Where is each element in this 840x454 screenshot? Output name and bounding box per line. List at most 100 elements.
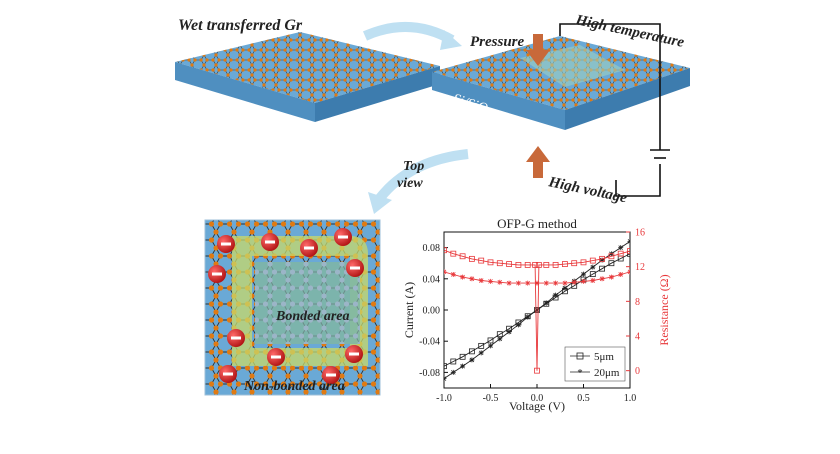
data-point <box>515 280 521 286</box>
x-tick-label: -1.0 <box>436 393 452 404</box>
right-substrate-side <box>565 68 690 130</box>
data-point <box>524 262 531 268</box>
data-point <box>618 271 624 277</box>
data-point <box>506 329 512 335</box>
data-point <box>617 250 624 257</box>
data-point <box>444 269 447 275</box>
left-substrate: Si/SiO2 <box>175 32 440 122</box>
ion <box>208 265 226 283</box>
data-point <box>515 322 521 328</box>
data-point <box>543 300 549 306</box>
data-point <box>478 350 484 356</box>
data-point <box>590 278 596 284</box>
data-point <box>608 274 614 280</box>
data-point <box>627 238 630 244</box>
y-tick-label: 0.04 <box>423 274 441 285</box>
data-point <box>599 265 605 272</box>
data-point <box>532 262 539 268</box>
data-point <box>487 259 494 266</box>
data-point <box>468 348 475 355</box>
data-point <box>444 363 447 370</box>
data-point <box>581 278 586 284</box>
legend: 5μm * 20μm <box>564 346 626 382</box>
legend-marker-20um: * <box>577 367 583 379</box>
top-label: Top <box>403 159 424 174</box>
data-point <box>459 253 466 260</box>
data-point <box>459 353 466 360</box>
pressure-arrow <box>526 34 550 66</box>
y2-tick-label: 16 <box>635 228 645 239</box>
data-point <box>571 279 577 285</box>
data-point <box>589 257 596 264</box>
data-point <box>590 264 596 270</box>
ion <box>261 233 279 251</box>
legend-box <box>564 346 626 382</box>
x-axis: -1.0 -0.5 0.0 0.5 1.0 <box>436 384 636 404</box>
data-point <box>506 280 512 286</box>
x-tick-label: 0.0 <box>531 393 544 404</box>
data-point <box>444 247 447 254</box>
wet-transferred-label: Wet transferred Gr <box>178 17 303 34</box>
y-axis-current: 0.08 0.04 0.00 -0.04 -0.08 <box>419 243 448 379</box>
right-substrate-front <box>432 72 565 130</box>
data-point <box>618 245 624 251</box>
data-point <box>534 307 540 313</box>
legend-label-5um: 5μm <box>594 351 614 363</box>
ion <box>217 235 235 253</box>
pressed-area <box>520 45 625 87</box>
right-substrate: Si/SiO2 <box>432 36 690 130</box>
legend-label-20um: 20μm <box>594 367 620 379</box>
data-point <box>553 292 559 298</box>
data-point <box>444 376 447 382</box>
ion <box>267 348 285 366</box>
data-point <box>562 285 568 291</box>
y2-axis-label: Resistance (Ω) <box>657 274 671 345</box>
data-point <box>450 271 456 277</box>
data-point <box>627 248 630 254</box>
y-tick-label: 0.00 <box>423 306 441 317</box>
bonded-area-label: Bonded area <box>275 309 350 324</box>
y-tick-label: 0.08 <box>423 243 441 254</box>
data-point <box>543 280 549 286</box>
series-group <box>444 238 630 382</box>
data-point <box>627 269 630 275</box>
data-point <box>599 255 605 262</box>
data-point <box>562 280 568 286</box>
data-point <box>450 369 456 375</box>
y2-tick-label: 12 <box>635 262 645 273</box>
pressure-label: Pressure <box>470 34 525 50</box>
data-point <box>469 357 475 363</box>
circuit-wire <box>559 23 670 197</box>
data-point <box>571 260 578 267</box>
legend-marker-5um <box>576 352 584 360</box>
transfer-arrow-head <box>440 30 462 50</box>
ion <box>322 366 340 384</box>
data-point <box>469 276 475 282</box>
left-substrate-front <box>175 62 315 122</box>
top-view-arrow-head <box>368 192 392 214</box>
data-point <box>552 262 559 268</box>
y2-tick-label: 8 <box>635 297 640 308</box>
y-axis-label: Current (A) <box>402 282 416 338</box>
data-point <box>460 274 466 280</box>
data-point <box>450 250 457 257</box>
data-point <box>599 276 605 282</box>
x-tick-label: -0.5 <box>483 393 499 404</box>
ion <box>227 329 245 347</box>
ions <box>208 228 364 384</box>
x-tick-label: 0.5 <box>577 393 590 404</box>
left-substrate-side <box>315 66 440 122</box>
data-point <box>608 260 615 267</box>
high-voltage-label: High voltage <box>546 174 628 206</box>
data-point <box>525 280 531 286</box>
data-point <box>460 363 466 369</box>
data-point <box>589 271 596 278</box>
data-point <box>580 259 587 266</box>
data-point <box>599 257 605 263</box>
non-bonded-area-label: Non-bonded area <box>243 379 345 394</box>
ion <box>345 345 363 363</box>
data-point <box>497 279 503 285</box>
data-point <box>553 280 559 286</box>
series-line-resistance-square <box>444 249 630 371</box>
